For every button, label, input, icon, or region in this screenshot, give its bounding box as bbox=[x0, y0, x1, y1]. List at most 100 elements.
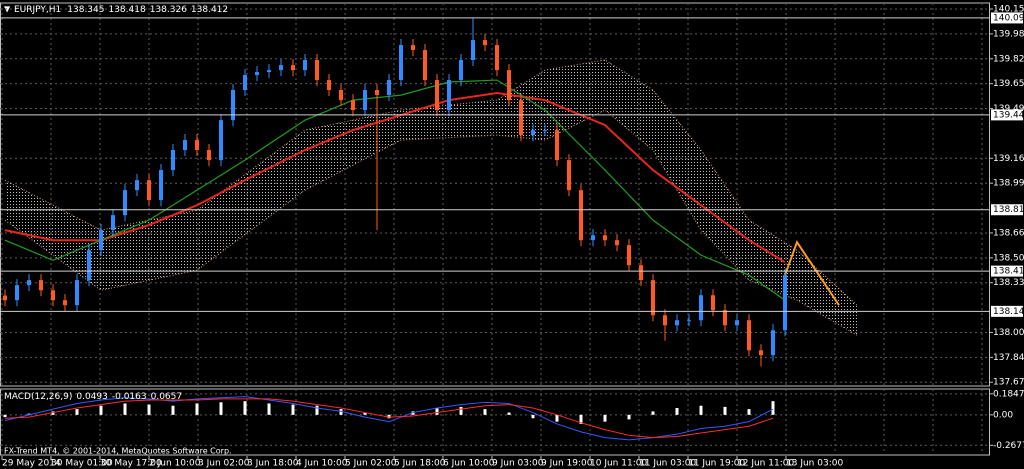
y-tick-label: -0.2677 bbox=[993, 441, 1024, 451]
candle-body bbox=[783, 275, 787, 331]
macd-histogram-bar bbox=[579, 414, 583, 424]
level-label: 138.412 bbox=[993, 267, 1024, 277]
y-tick-label: 138.500 bbox=[993, 253, 1024, 263]
y-tick-label: 139.820 bbox=[993, 54, 1024, 64]
candle-body bbox=[75, 280, 79, 306]
candle-body bbox=[351, 100, 355, 111]
x-tick-label: 11 Jun 03:00 bbox=[639, 459, 696, 469]
candle-body bbox=[15, 285, 19, 301]
x-tick-label: 9 Jun 03:00 bbox=[492, 459, 544, 469]
dropdown-icon[interactable]: ▼ bbox=[4, 5, 11, 14]
candle-body bbox=[747, 320, 751, 351]
cloud-edge bbox=[4, 59, 858, 306]
candle-body bbox=[279, 65, 283, 71]
candle-body bbox=[243, 75, 247, 91]
candle-body bbox=[231, 90, 235, 121]
candle-body bbox=[699, 295, 703, 321]
macd-histogram-bar bbox=[243, 401, 247, 415]
x-tick-label: 11 Jun 19:00 bbox=[688, 459, 745, 469]
candle-body bbox=[123, 190, 127, 216]
macd-histogram-bar bbox=[315, 405, 319, 415]
x-tick-label: 5 Jun 18:00 bbox=[394, 459, 446, 469]
macd-histogram-bar bbox=[483, 409, 487, 415]
candle-body bbox=[339, 90, 343, 101]
macd-histogram-bar bbox=[771, 401, 775, 415]
macd-histogram-bar bbox=[675, 408, 679, 415]
candle-body bbox=[159, 170, 163, 201]
candle-body bbox=[507, 70, 511, 101]
candle-body bbox=[327, 80, 331, 91]
candle-body bbox=[531, 130, 535, 136]
macd-histogram-bar bbox=[99, 405, 103, 415]
candle-body bbox=[27, 280, 31, 286]
candle-body bbox=[675, 320, 679, 326]
macd-histogram-bar bbox=[195, 403, 199, 415]
candle-body bbox=[195, 140, 199, 151]
x-tick-label: 6 Jun 10:00 bbox=[443, 459, 495, 469]
x-tick-label: 3 Jun 02:00 bbox=[198, 459, 250, 469]
macd-histogram-bar bbox=[699, 405, 703, 415]
candle-body bbox=[495, 45, 499, 71]
candle-body bbox=[423, 50, 427, 81]
copyright: FX-Trend MT4, © 2001-2014, MetaQuotes So… bbox=[4, 447, 232, 456]
macd-histogram-bar bbox=[51, 411, 55, 415]
symbol: EURJPY,H1 bbox=[14, 5, 61, 15]
level-label-box bbox=[991, 204, 1023, 216]
candle-body bbox=[399, 45, 403, 81]
quote-value: 138.412 bbox=[191, 5, 228, 15]
candle-body bbox=[627, 245, 631, 266]
macd-frame bbox=[0, 388, 990, 456]
macd-histogram-bar bbox=[123, 403, 127, 415]
candle-body bbox=[543, 130, 547, 132]
indicator-name: MACD(12,26,9) bbox=[4, 392, 72, 402]
candle-body bbox=[771, 330, 775, 356]
quote-value: 138.345 bbox=[67, 5, 104, 15]
candle-body bbox=[111, 215, 115, 231]
macd-histogram-bar bbox=[147, 404, 151, 415]
candle-body bbox=[639, 265, 643, 281]
macd-histogram-bar bbox=[411, 411, 415, 415]
y-tick-label: 137.840 bbox=[993, 353, 1024, 363]
level-label-box bbox=[991, 109, 1023, 121]
y-tick-label: 139.985 bbox=[993, 29, 1024, 39]
candle-body bbox=[375, 90, 379, 95]
candle-body bbox=[183, 140, 187, 151]
x-tick-label: 5 Jun 02:00 bbox=[345, 459, 397, 469]
y-tick-label: 138.665 bbox=[993, 228, 1024, 238]
macd-histogram-bar bbox=[291, 404, 295, 415]
candle-body bbox=[411, 45, 415, 51]
x-tick-label: 29 May 2014 bbox=[2, 459, 61, 469]
macd-histogram-bar bbox=[3, 414, 7, 418]
x-tick-label: 13 Jun 03:00 bbox=[786, 459, 843, 469]
y-tick-label: 139.160 bbox=[993, 154, 1024, 164]
indicator-value: 0.0657 bbox=[151, 392, 183, 402]
level-label: 139.448 bbox=[993, 110, 1024, 120]
y-tick-label: 140.150 bbox=[993, 5, 1024, 15]
plot-frame bbox=[0, 2, 990, 387]
macd-histogram-bar bbox=[507, 412, 511, 415]
candle-body bbox=[303, 59, 307, 71]
candle-body bbox=[459, 59, 463, 81]
indicator-value: -0.0163 bbox=[112, 392, 147, 402]
candle-body bbox=[63, 300, 67, 306]
candle-body bbox=[51, 290, 55, 301]
quote-value: 138.418 bbox=[108, 5, 145, 15]
level-label: 138.819 bbox=[993, 205, 1024, 215]
x-tick-label: 4 Jun 10:00 bbox=[296, 459, 348, 469]
x-tick-label: 30 May 01:00 bbox=[51, 459, 113, 469]
candle-body bbox=[483, 40, 487, 46]
macd-histogram-bar bbox=[435, 408, 439, 415]
candle-body bbox=[3, 295, 7, 301]
candle-body bbox=[723, 310, 727, 326]
candle-body bbox=[147, 180, 151, 201]
macd-histogram-bar bbox=[459, 406, 463, 415]
candle-body bbox=[135, 180, 139, 191]
candle-body bbox=[315, 59, 319, 81]
macd-histogram-bar bbox=[627, 414, 631, 420]
macd-line bbox=[4, 398, 774, 439]
candle-body bbox=[471, 40, 475, 60]
level-label-box bbox=[991, 12, 1023, 24]
level-label-box bbox=[991, 305, 1023, 317]
x-tick-label: 10 Jun 11:00 bbox=[590, 459, 647, 469]
